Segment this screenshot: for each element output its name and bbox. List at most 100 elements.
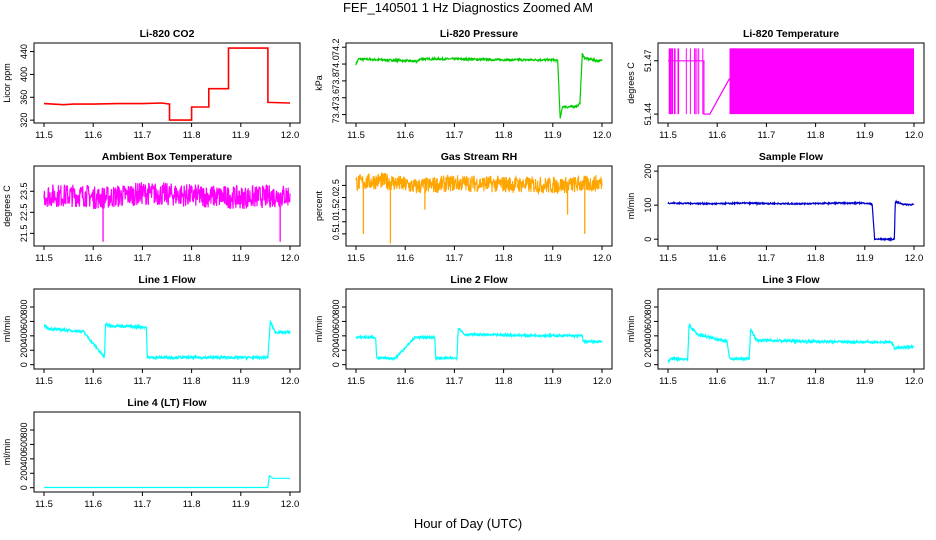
y-tick-label: 400: [19, 451, 29, 466]
x-tick-label: 11.8: [495, 376, 513, 387]
y-tick-label: 800: [643, 300, 653, 315]
y-tick-label: 0: [331, 362, 341, 367]
chart-panel-5: Gas Stream RH 11.5 11.6 11.7 11.8 11.9 12.0 0.5…: [314, 151, 613, 264]
y-tick-label: 51.47: [643, 50, 653, 73]
x-tick-label: 11.7: [134, 253, 152, 264]
chart-panel-9: Line 3 Flow 11.5 11.6 11.7 11.8 11.9 12.0 0 2004…: [626, 274, 925, 387]
chart-panel-8: Line 2 Flow 11.5 11.6 11.7 11.8 11.9 12.0 0 2004…: [314, 274, 613, 387]
y-tick-label: 74.0: [331, 55, 341, 73]
x-tick-label: 11.9: [232, 253, 250, 264]
series-line: [668, 60, 731, 115]
chart-title: Gas Stream RH: [441, 151, 517, 163]
chart-panel-7: Line 1 Flow 11.5 11.6 11.7 11.8 11.9 12.0 0 2004…: [2, 274, 301, 387]
figure-title: FEF_140501 1 Hz Diagnostics Zoomed AM: [342, 0, 593, 15]
y-tick-label: 23.5: [19, 182, 29, 200]
y-tick-label: 1.5: [331, 203, 341, 216]
series-line: [44, 474, 290, 489]
plot-frame: [657, 165, 925, 247]
y-tick-label: 400: [331, 328, 341, 343]
plot-frame: [345, 42, 613, 124]
x-tick-label: 11.9: [232, 130, 250, 141]
x-tick-label: 11.6: [708, 376, 726, 387]
x-tick-label: 11.9: [232, 499, 250, 510]
x-tick-label: 11.7: [134, 499, 152, 510]
y-tick-label: 400: [19, 67, 29, 82]
x-tick-label: 11.8: [183, 253, 201, 264]
y-axis-label: ml/min: [626, 193, 636, 220]
x-tick-label: 11.5: [347, 130, 365, 141]
y-tick-label: 2.0: [331, 191, 341, 204]
y-tick-label: 800: [19, 300, 29, 315]
plot-frame: [657, 288, 925, 370]
x-tick-label: 11.7: [758, 376, 776, 387]
series-band: [729, 48, 914, 115]
x-tick-label: 11.6: [84, 253, 102, 264]
y-tick-label: 22.5: [19, 204, 29, 222]
y-tick-label: 74.2: [331, 38, 341, 56]
x-tick-label: 11.6: [84, 130, 102, 141]
chart-panel-3: Li-820 Temperature 11.5 11.6 11.7 11.8 11.9 12…: [626, 28, 925, 141]
y-tick-label: 0.5: [331, 228, 341, 241]
y-axis-label: ml/min: [2, 439, 12, 466]
x-tick-label: 11.6: [708, 253, 726, 264]
series-line: [355, 53, 603, 119]
series-sample-flow: [667, 199, 915, 242]
y-tick-label: 0: [19, 362, 29, 367]
x-tick-label: 11.5: [35, 130, 53, 141]
x-tick-label: 11.9: [856, 130, 874, 141]
y-axis-label: degrees C: [626, 62, 636, 104]
y-axis-label: Licor ppm: [2, 63, 12, 103]
x-tick-label: 11.9: [544, 130, 562, 141]
series-line: [43, 47, 291, 121]
y-tick-label: 400: [643, 328, 653, 343]
chart-title: Li-820 Pressure: [440, 28, 518, 40]
x-tick-label: 11.7: [446, 253, 464, 264]
y-tick-label: 0: [643, 237, 653, 242]
plot-frame: [657, 42, 925, 124]
x-tick-label: 11.7: [446, 130, 464, 141]
y-axis-label: kPa: [314, 75, 324, 91]
x-tick-label: 11.6: [708, 130, 726, 141]
y-tick-label: 600: [19, 314, 29, 329]
x-tick-label: 11.6: [84, 376, 102, 387]
y-tick-label: 51.44: [643, 103, 653, 126]
y-tick-label: 800: [19, 423, 29, 438]
x-tick-label: 11.9: [856, 253, 874, 264]
x-tick-label: 12.0: [281, 130, 300, 141]
series-rh: [355, 172, 603, 244]
chart-title: Line 4 (LT) Flow: [127, 397, 207, 409]
x-tick-label: 11.5: [35, 376, 53, 387]
x-tick-label: 11.5: [659, 376, 677, 387]
y-tick-label: 73.4: [331, 106, 341, 124]
y-tick-label: 73.8: [331, 72, 341, 90]
chart-title: Li-820 CO2: [140, 28, 195, 40]
x-tick-label: 12.0: [593, 253, 612, 264]
y-tick-label: 320: [19, 113, 29, 128]
x-tick-label: 12.0: [281, 253, 300, 264]
y-tick-label: 200: [19, 343, 29, 358]
x-tick-label: 11.8: [183, 130, 201, 141]
x-tick-label: 11.8: [495, 130, 513, 141]
plot-frame: [345, 165, 613, 247]
plot-frame: [33, 42, 301, 124]
x-tick-label: 12.0: [281, 499, 300, 510]
x-tick-label: 11.6: [396, 130, 414, 141]
y-tick-label: 21.5: [19, 225, 29, 243]
chart-panel-1: Li-820 CO2 11.5 11.6 11.7 11.8 11.9 12.0 320 360…: [2, 28, 301, 141]
chart-panel-10: Line 4 (LT) Flow 11.5 11.6 11.7 11.8 11.9 12.0…: [2, 397, 301, 510]
x-tick-label: 11.5: [35, 499, 53, 510]
y-axis-label: percent: [314, 190, 324, 221]
y-tick-label: 600: [643, 314, 653, 329]
series-line: [43, 320, 291, 362]
x-tick-label: 11.9: [544, 253, 562, 264]
chart-title: Ambient Box Temperature: [102, 151, 233, 163]
y-tick-label: 360: [19, 90, 29, 105]
series-pressure: [355, 53, 603, 119]
chart-panel-2: Li-820 Pressure 11.5 11.6 11.7 11.8 11.9 12.0 7…: [314, 28, 613, 141]
y-tick-label: 600: [331, 314, 341, 329]
x-tick-label: 11.9: [856, 376, 874, 387]
x-tick-label: 11.8: [183, 499, 201, 510]
x-tick-label: 11.5: [35, 253, 53, 264]
x-tick-label: 11.8: [807, 130, 825, 141]
